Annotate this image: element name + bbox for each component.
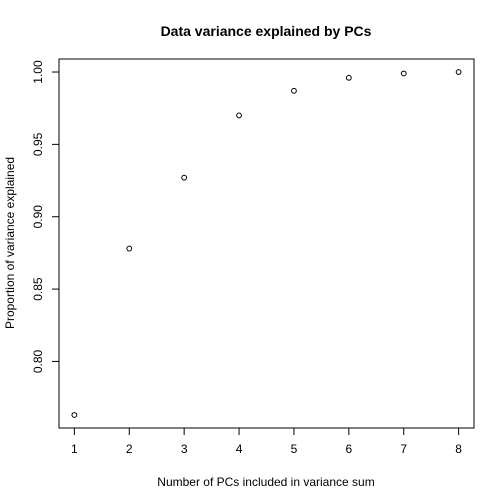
y-tick-label: 1.00 [31,60,45,84]
data-point [126,245,133,252]
chart-title: Data variance explained by PCs [161,23,372,39]
y-tick-label: 0.90 [31,205,45,229]
x-tick-label: 8 [455,442,462,456]
x-tick-label: 6 [345,442,352,456]
data-point [236,112,242,119]
y-tick-label: 0.95 [31,132,45,156]
y-tick-label: 0.80 [31,349,45,373]
data-point [291,87,297,94]
y-axis-label: Proportion of variance explained [3,157,17,329]
x-tick-label: 3 [181,442,188,456]
y-tick-label: 0.85 [31,277,45,301]
x-axis-label: Number of PCs included in variance sum [157,475,374,489]
x-tick-label: 7 [400,442,407,456]
data-point [400,70,407,77]
x-tick-label: 1 [71,442,78,456]
data-point [181,174,188,181]
x-tick-label: 5 [291,442,298,456]
x-tick-label: 2 [126,442,133,456]
x-axis: 1 2 3 4 5 6 7 8 [71,427,462,456]
y-axis: 0.80 0.85 0.90 0.95 1.00 [31,60,60,373]
plot-frame [58,58,475,429]
data-point [71,412,78,418]
data-points [71,69,462,418]
data-point [455,69,462,75]
data-point [345,74,352,81]
x-tick-label: 4 [236,442,243,456]
